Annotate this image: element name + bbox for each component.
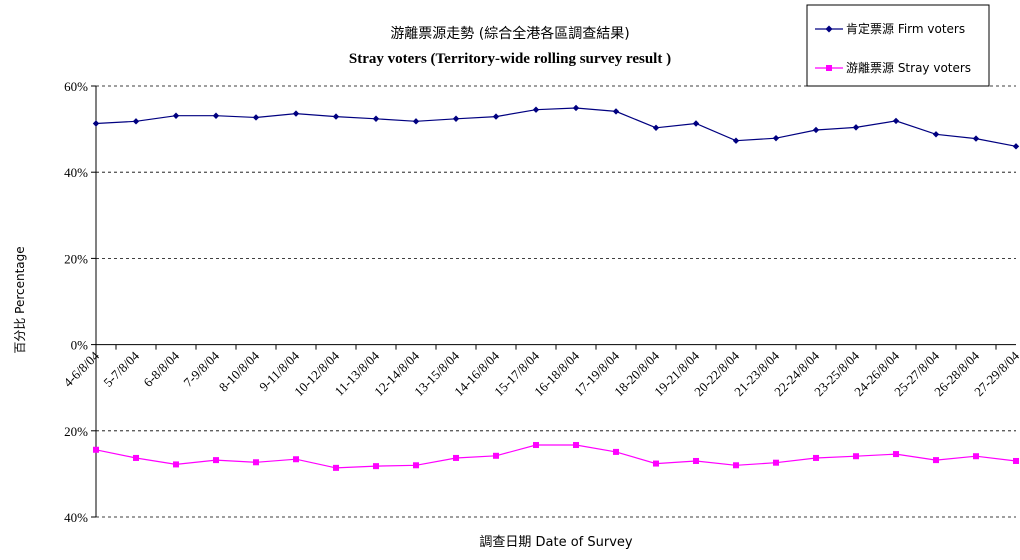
y-axis-label: 百分比 Percentage: [13, 246, 27, 353]
data-point: [972, 135, 980, 142]
y-tick-label: 40%: [64, 510, 88, 525]
y-tick-label: 20%: [64, 424, 88, 439]
data-point: [373, 463, 379, 470]
y-tick-label: 60%: [64, 79, 88, 94]
data-point: [652, 124, 660, 132]
y-tick-label: 0%: [71, 338, 89, 353]
data-point: [933, 457, 939, 464]
data-point: [693, 457, 699, 464]
data-point: [573, 442, 579, 449]
x-tick-labels: 4-6/8/045-7/8/046-8/8/047-9/8/048-10/8/0…: [60, 348, 1020, 399]
data-point: [572, 104, 580, 112]
gridlines: [96, 85, 1016, 518]
data-point: [613, 448, 619, 455]
y-tick-label: 40%: [64, 165, 88, 180]
data-point: [973, 453, 979, 460]
data-point: [533, 442, 539, 449]
legend-box: [806, 4, 990, 87]
data-point: [293, 456, 299, 463]
data-point: [773, 459, 779, 466]
x-tick-label: 6-8/8/04: [140, 348, 182, 390]
data-point: [332, 113, 340, 120]
legend-marker-firm: [825, 25, 833, 33]
data-point: [372, 115, 380, 122]
data-point: [612, 108, 620, 115]
data-point: [213, 457, 219, 464]
data-point: [692, 120, 700, 127]
legend-label-stray: 游離票源 Stray voters: [846, 61, 971, 75]
data-point: [733, 462, 739, 469]
data-point: [812, 126, 820, 134]
data-point: [813, 454, 819, 461]
series-line: [95, 107, 1017, 147]
data-point: [532, 106, 540, 113]
x-tick-label: 5-7/8/04: [100, 348, 142, 390]
data-point: [412, 118, 420, 125]
data-point: [93, 446, 99, 453]
axes: [91, 85, 1016, 518]
data-point: [173, 461, 179, 468]
data-point: [653, 460, 659, 467]
data-point: [453, 454, 459, 461]
data-point: [133, 454, 139, 461]
data-point: [132, 118, 140, 125]
x-tick-label: 8-10/8/04: [216, 348, 263, 395]
data-point: [253, 459, 259, 466]
chart-title: 游離票源走勢 (綜合全港各區調查結果): [390, 25, 629, 42]
legend-label-firm: 肯定票源 Firm voters: [846, 21, 965, 36]
series-line: [95, 444, 1017, 469]
legend: 肯定票源 Firm voters 游離票源 Stray voters: [806, 4, 990, 87]
legend-marker-stray: [826, 65, 832, 71]
data-point: [292, 110, 300, 117]
data-point: [92, 120, 100, 127]
chart-subtitle: Stray voters (Territory-wide rolling sur…: [349, 51, 671, 67]
data-point: [852, 124, 860, 131]
data-point: [492, 113, 500, 120]
data-point: [1013, 457, 1019, 464]
data-point: [892, 117, 900, 125]
data-point: [252, 114, 260, 121]
data-point: [932, 131, 940, 138]
y-tick-labels: 60% 40% 20% 0% 20% 40%: [64, 79, 88, 525]
data-point: [893, 451, 899, 458]
series-layer: [92, 104, 1020, 471]
x-axis-label: 調查日期 Date of Survey: [479, 535, 633, 550]
data-point: [212, 112, 220, 119]
data-point: [732, 137, 740, 144]
data-point: [413, 462, 419, 469]
data-point: [772, 134, 780, 142]
data-point: [172, 112, 180, 119]
y-tick-label: 20%: [64, 251, 88, 266]
data-point: [1012, 143, 1020, 150]
data-point: [452, 115, 460, 122]
data-point: [853, 453, 859, 460]
data-point: [493, 452, 499, 459]
data-point: [333, 464, 339, 471]
